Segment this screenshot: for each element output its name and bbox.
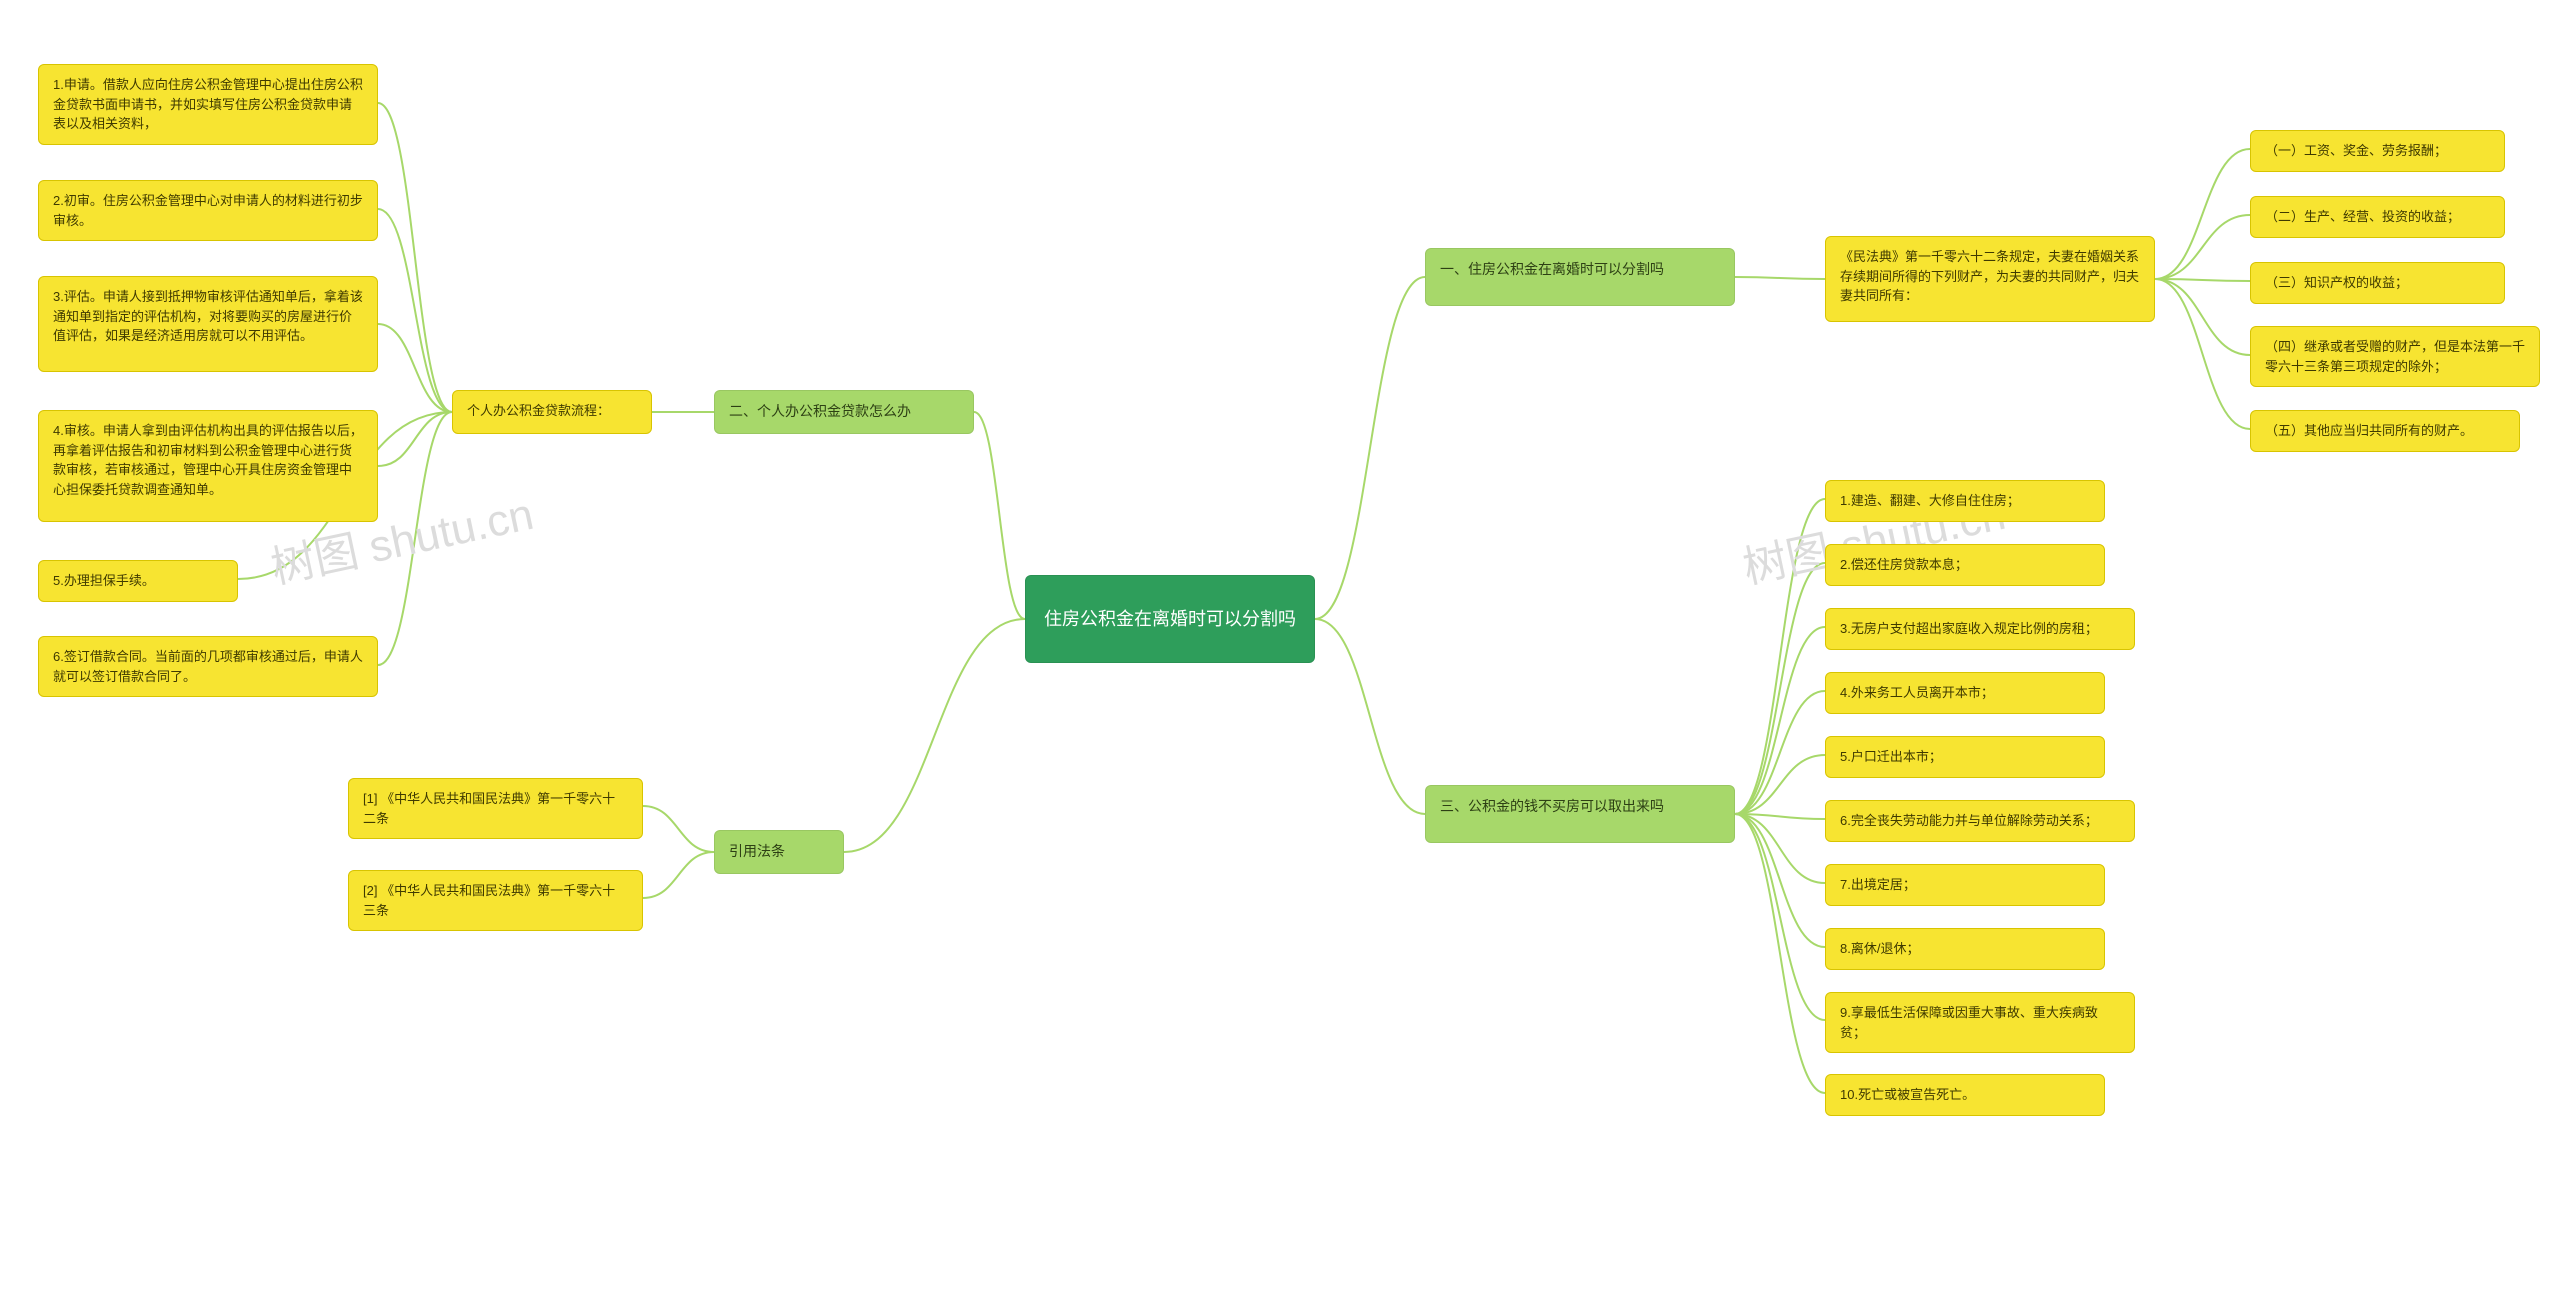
branch-2-leaf-4: 4.审核。申请人拿到由评估机构出具的评估报告以后，再拿着评估报告和初审材料到公积… <box>38 410 378 522</box>
branch-3-leaf-2: 2.偿还住房贷款本息； <box>1825 544 2105 586</box>
branch-2-leaf-5: 5.办理担保手续。 <box>38 560 238 602</box>
branch-1-leaf-5: （五）其他应当归共同所有的财产。 <box>2250 410 2520 452</box>
branch-2-leaf-3: 3.评估。申请人接到抵押物审核评估通知单后，拿着该通知单到指定的评估机构，对将要… <box>38 276 378 372</box>
branch-2-sub: 个人办公积金贷款流程： <box>452 390 652 434</box>
branch-3-leaf-3: 3.无房户支付超出家庭收入规定比例的房租； <box>1825 608 2135 650</box>
branch-4-leaf-1: [1] 《中华人民共和国民法典》第一千零六十二条 <box>348 778 643 839</box>
branch-2-leaf-2: 2.初审。住房公积金管理中心对申请人的材料进行初步审核。 <box>38 180 378 241</box>
branch-1-sub: 《民法典》第一千零六十二条规定，夫妻在婚姻关系存续期间所得的下列财产，为夫妻的共… <box>1825 236 2155 322</box>
branch-2-leaf-6: 6.签订借款合同。当前面的几项都审核通过后，申请人就可以签订借款合同了。 <box>38 636 378 697</box>
root-node: 住房公积金在离婚时可以分割吗 <box>1025 575 1315 663</box>
branch-4: 引用法条 <box>714 830 844 874</box>
branch-2-leaf-1: 1.申请。借款人应向住房公积金管理中心提出住房公积金贷款书面申请书，并如实填写住… <box>38 64 378 145</box>
branch-1: 一、住房公积金在离婚时可以分割吗 <box>1425 248 1735 306</box>
branch-1-leaf-3: （三）知识产权的收益； <box>2250 262 2505 304</box>
branch-3-leaf-8: 8.离休/退休； <box>1825 928 2105 970</box>
branch-3-leaf-10: 10.死亡或被宣告死亡。 <box>1825 1074 2105 1116</box>
branch-3-leaf-1: 1.建造、翻建、大修自住住房； <box>1825 480 2105 522</box>
branch-1-leaf-4: （四）继承或者受赠的财产，但是本法第一千零六十三条第三项规定的除外； <box>2250 326 2540 387</box>
branch-3-leaf-9: 9.享最低生活保障或因重大事故、重大疾病致贫； <box>1825 992 2135 1053</box>
branch-1-leaf-1: （一）工资、奖金、劳务报酬； <box>2250 130 2505 172</box>
branch-3: 三、公积金的钱不买房可以取出来吗 <box>1425 785 1735 843</box>
branch-3-leaf-7: 7.出境定居； <box>1825 864 2105 906</box>
branch-4-leaf-2: [2] 《中华人民共和国民法典》第一千零六十三条 <box>348 870 643 931</box>
branch-1-leaf-2: （二）生产、经营、投资的收益； <box>2250 196 2505 238</box>
branch-3-leaf-5: 5.户口迁出本市； <box>1825 736 2105 778</box>
branch-2: 二、个人办公积金贷款怎么办 <box>714 390 974 434</box>
branch-3-leaf-6: 6.完全丧失劳动能力并与单位解除劳动关系； <box>1825 800 2135 842</box>
branch-3-leaf-4: 4.外来务工人员离开本市； <box>1825 672 2105 714</box>
